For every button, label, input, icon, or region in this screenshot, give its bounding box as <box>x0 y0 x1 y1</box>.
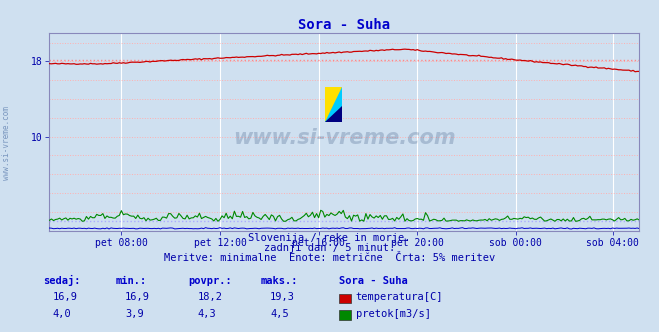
Text: povpr.:: povpr.: <box>188 276 231 286</box>
Text: 3,9: 3,9 <box>125 309 144 319</box>
Title: Sora - Suha: Sora - Suha <box>299 18 390 32</box>
Text: 16,9: 16,9 <box>53 292 78 302</box>
Polygon shape <box>326 106 342 122</box>
Text: Slovenija / reke in morje.: Slovenija / reke in morje. <box>248 233 411 243</box>
Polygon shape <box>326 87 342 122</box>
Text: Meritve: minimalne  Enote: metrične  Črta: 5% meritev: Meritve: minimalne Enote: metrične Črta:… <box>164 253 495 263</box>
FancyBboxPatch shape <box>326 87 342 122</box>
Text: maks.:: maks.: <box>260 276 298 286</box>
Text: 19,3: 19,3 <box>270 292 295 302</box>
Text: sedaj:: sedaj: <box>43 275 80 286</box>
Text: www.si-vreme.com: www.si-vreme.com <box>233 128 455 148</box>
Text: 4,5: 4,5 <box>270 309 289 319</box>
Text: 18,2: 18,2 <box>198 292 223 302</box>
Text: www.si-vreme.com: www.si-vreme.com <box>2 106 11 180</box>
Text: pretok[m3/s]: pretok[m3/s] <box>356 309 431 319</box>
Text: zadnji dan / 5 minut.: zadnji dan / 5 minut. <box>264 243 395 253</box>
Text: 4,3: 4,3 <box>198 309 216 319</box>
Text: Sora - Suha: Sora - Suha <box>339 276 408 286</box>
Text: temperatura[C]: temperatura[C] <box>356 292 444 302</box>
Text: 16,9: 16,9 <box>125 292 150 302</box>
Text: min.:: min.: <box>115 276 146 286</box>
Text: 4,0: 4,0 <box>53 309 71 319</box>
